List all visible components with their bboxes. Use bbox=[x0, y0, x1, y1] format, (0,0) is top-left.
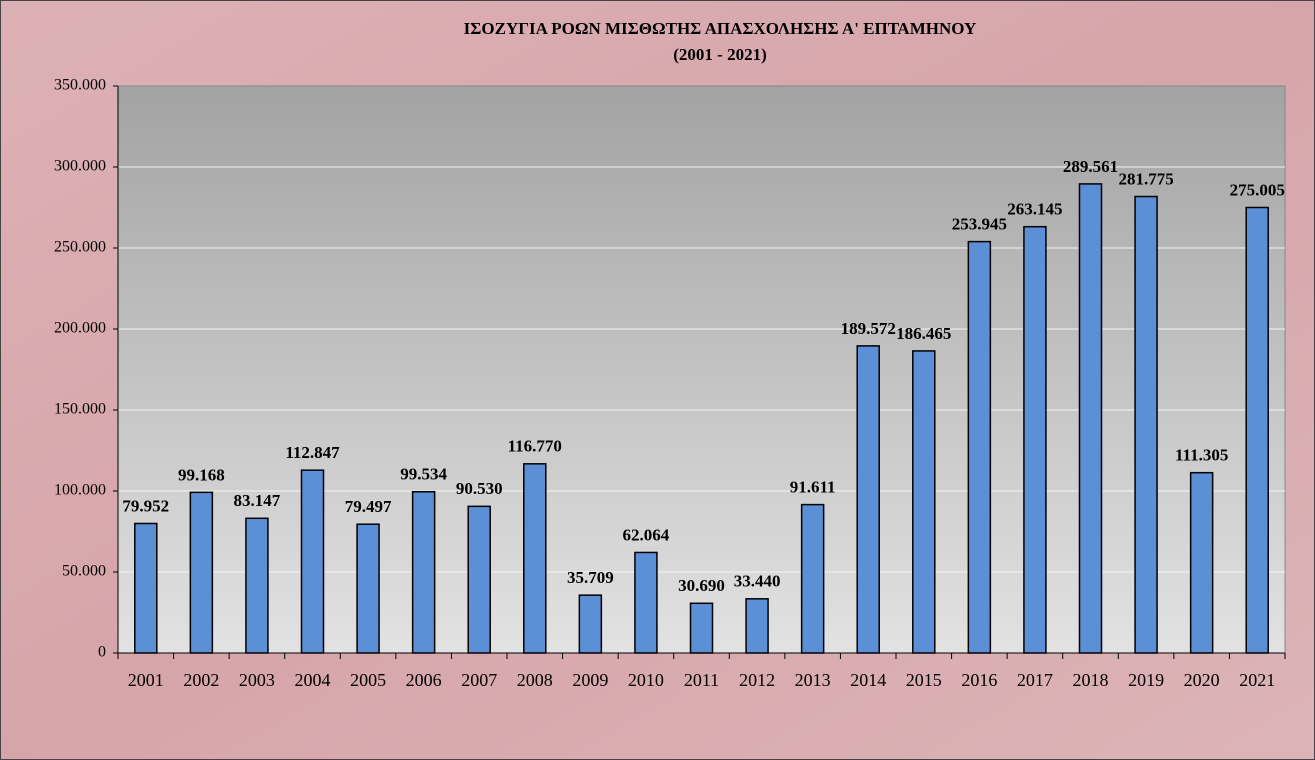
value-label: 281.775 bbox=[1118, 169, 1173, 188]
bar bbox=[856, 345, 880, 654]
bar bbox=[1245, 206, 1269, 654]
bar bbox=[689, 602, 714, 654]
x-tick-label: 2005 bbox=[350, 670, 386, 690]
value-label: 99.534 bbox=[400, 465, 447, 484]
bar bbox=[1023, 225, 1047, 654]
y-tick-label: 50.000 bbox=[62, 563, 106, 580]
bar bbox=[245, 517, 269, 654]
x-tick-label: 2007 bbox=[461, 670, 497, 690]
x-tick-label: 2001 bbox=[128, 670, 164, 690]
bar bbox=[1134, 195, 1158, 654]
x-tick-label: 2010 bbox=[628, 670, 664, 690]
x-tick-label: 2021 bbox=[1239, 670, 1275, 690]
bar bbox=[912, 350, 936, 654]
bar bbox=[300, 469, 325, 654]
bar bbox=[634, 551, 658, 654]
bar bbox=[411, 491, 436, 654]
bar bbox=[189, 491, 214, 654]
bar bbox=[467, 505, 491, 654]
value-label: 30.690 bbox=[678, 576, 725, 595]
value-label: 112.847 bbox=[285, 443, 340, 462]
value-label: 91.611 bbox=[790, 477, 836, 496]
value-label: 186.465 bbox=[896, 324, 951, 343]
chart-title: ΙΣΟΖΥΓΙΑ ΡΟΩΝ ΜΙΣΘΩΤΗΣ ΑΠΑΣΧΟΛΗΣΗΣ Α' ΕΠ… bbox=[464, 19, 977, 38]
bar bbox=[1189, 471, 1214, 654]
x-tick-label: 2019 bbox=[1128, 670, 1164, 690]
bar bbox=[1078, 183, 1103, 654]
value-label: 83.147 bbox=[234, 491, 281, 510]
bar bbox=[134, 522, 158, 654]
value-label: 79.952 bbox=[122, 496, 169, 515]
bar bbox=[578, 594, 603, 654]
value-label: 253.945 bbox=[952, 215, 1007, 234]
value-label: 275.005 bbox=[1230, 180, 1285, 199]
bar bbox=[800, 503, 825, 654]
y-tick-label: 0 bbox=[98, 644, 106, 661]
y-tick-label: 350.000 bbox=[54, 77, 106, 94]
bar bbox=[356, 523, 380, 654]
x-tick-label: 2020 bbox=[1184, 670, 1220, 690]
value-label: 79.497 bbox=[345, 497, 392, 516]
x-tick-label: 2016 bbox=[961, 670, 997, 690]
value-label: 111.305 bbox=[1175, 446, 1228, 465]
value-label: 116.770 bbox=[508, 437, 562, 456]
chart-subtitle: (2001 - 2021) bbox=[673, 45, 766, 64]
bar bbox=[745, 598, 769, 654]
y-tick-label: 300.000 bbox=[54, 158, 106, 175]
value-label: 189.572 bbox=[841, 319, 896, 338]
x-tick-label: 2013 bbox=[795, 670, 831, 690]
x-tick-label: 2014 bbox=[850, 670, 886, 690]
y-tick-label: 200.000 bbox=[54, 320, 106, 337]
x-tick-label: 2017 bbox=[1017, 670, 1053, 690]
x-tick-label: 2012 bbox=[739, 670, 775, 690]
value-label: 90.530 bbox=[456, 479, 503, 498]
x-tick-label: 2015 bbox=[906, 670, 942, 690]
value-label: 33.440 bbox=[734, 572, 781, 591]
x-tick-label: 2011 bbox=[684, 670, 719, 690]
y-tick-label: 100.000 bbox=[54, 482, 106, 499]
y-tick-label: 150.000 bbox=[54, 401, 106, 418]
x-tick-label: 2002 bbox=[183, 670, 219, 690]
x-tick-label: 2004 bbox=[295, 670, 331, 690]
x-tick-label: 2008 bbox=[517, 670, 553, 690]
value-label: 62.064 bbox=[623, 525, 670, 544]
bar bbox=[967, 240, 992, 654]
x-tick-label: 2006 bbox=[406, 670, 442, 690]
value-label: 99.168 bbox=[178, 465, 225, 484]
x-tick-label: 2018 bbox=[1073, 670, 1109, 690]
value-label: 35.709 bbox=[567, 568, 614, 587]
x-tick-label: 2009 bbox=[572, 670, 608, 690]
value-label: 289.561 bbox=[1063, 157, 1118, 176]
bar bbox=[523, 463, 547, 654]
value-label: 263.145 bbox=[1007, 200, 1062, 219]
y-tick-label: 250.000 bbox=[54, 239, 106, 256]
x-tick-label: 2003 bbox=[239, 670, 275, 690]
